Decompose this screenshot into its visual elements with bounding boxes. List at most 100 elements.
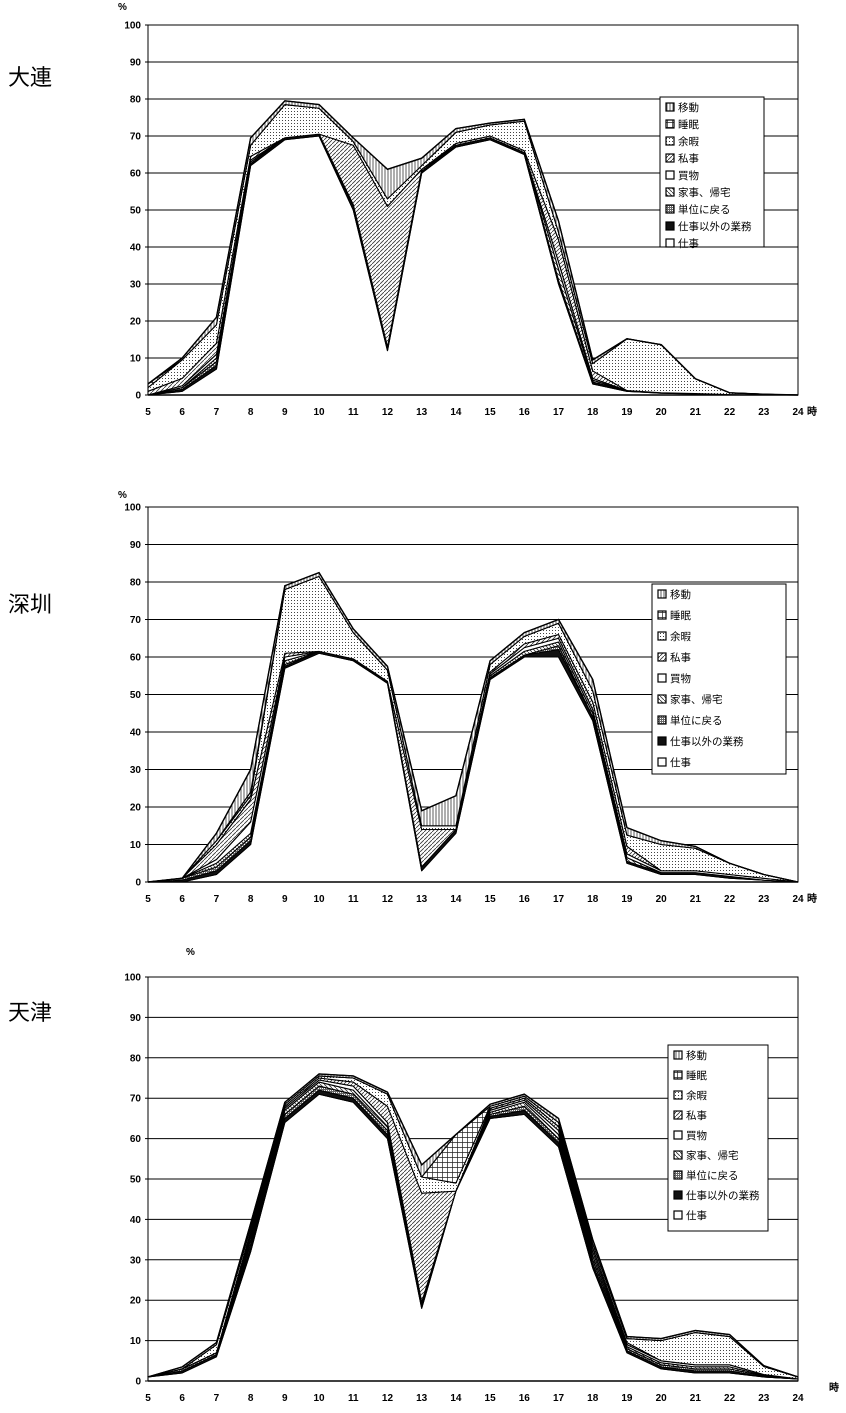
legend-swatch (657, 652, 667, 662)
legend-swatch (673, 1090, 683, 1100)
legend-swatch (657, 610, 667, 620)
x-tick-label: 10 (313, 894, 325, 905)
x-tick-label: 13 (416, 894, 428, 905)
y-tick-label: 40 (130, 728, 142, 739)
x-tick-label: 5 (145, 1393, 151, 1404)
legend-swatch (657, 694, 667, 704)
x-tick-label: 15 (485, 894, 497, 905)
y-tick-label: 20 (130, 803, 142, 814)
y-tick-label: 70 (130, 132, 142, 143)
legend-label: 仕事 (686, 1209, 707, 1222)
x-tick-label: 13 (416, 1393, 428, 1404)
legend-swatch (673, 1190, 683, 1200)
legend-swatch (673, 1130, 683, 1140)
legend-swatch (665, 136, 675, 146)
legend-label: 仕事以外の業務 (678, 220, 752, 233)
legend-label: 買物 (678, 169, 699, 182)
y-tick-label: 30 (130, 1255, 142, 1266)
city-label-dalian: 大連 (8, 66, 52, 91)
x-tick-label: 22 (724, 407, 736, 418)
x-tick-label: 9 (282, 407, 288, 418)
x-tick-label: 17 (553, 894, 565, 905)
x-tick-label: 24 (792, 894, 804, 905)
legend-label: 買物 (686, 1129, 707, 1142)
x-tick-label: 11 (348, 407, 359, 418)
legend-swatch (665, 204, 675, 214)
chart-shenzhen: 深圳 % 0 10 20 30 40 50 60 70 80 90 100 5 6 7 8 9 10 11 12 13… (8, 490, 817, 905)
x-tick-label: 9 (282, 1393, 288, 1404)
legend-label: 単位に戻る (686, 1169, 739, 1182)
legend-label: 移動 (678, 101, 699, 114)
legend-label: 余暇 (670, 630, 691, 643)
legend-swatch (657, 757, 667, 767)
hour-unit: 時 (829, 1381, 839, 1394)
y-tick-label: 80 (130, 1053, 142, 1064)
y-tick-label: 10 (130, 840, 142, 851)
legend-label: 仕事 (678, 237, 699, 250)
legend-swatch (657, 589, 667, 599)
legend-swatch (673, 1050, 683, 1060)
legend-label: 私事 (678, 152, 699, 165)
x-tick-label: 20 (656, 1393, 668, 1404)
x-tick-label: 23 (758, 407, 770, 418)
legend-swatch (665, 102, 675, 112)
y-tick-label: 40 (130, 1215, 142, 1226)
x-tick-label: 23 (758, 1393, 770, 1404)
x-tick-label: 5 (145, 407, 151, 418)
legend-label: 家事、帰宅 (686, 1149, 739, 1162)
legend-label: 私事 (686, 1109, 707, 1122)
y-tick-label: 80 (130, 95, 142, 106)
legend-swatch (657, 736, 667, 746)
legend-swatch (665, 170, 675, 180)
x-tick-label: 20 (656, 894, 668, 905)
x-tick-label: 12 (382, 407, 394, 418)
x-tick-label: 15 (485, 407, 497, 418)
y-tick-label: 90 (130, 540, 142, 551)
y-tick-label: 20 (130, 317, 142, 328)
x-tick-label: 20 (656, 407, 668, 418)
y-tick-label: 60 (130, 653, 142, 664)
legend-swatch (673, 1110, 683, 1120)
legend-label: 移動 (686, 1049, 707, 1062)
legend-label: 私事 (670, 651, 691, 664)
x-tick-label: 16 (519, 894, 531, 905)
x-tick-label: 21 (690, 1393, 702, 1404)
y-tick-label: 60 (130, 169, 142, 180)
percent-unit: % (118, 490, 127, 501)
total-line (147, 1073, 799, 1378)
total-line (147, 100, 799, 396)
x-tick-label: 18 (587, 407, 599, 418)
x-tick-label: 14 (450, 1393, 462, 1404)
x-tick-label: 8 (248, 407, 254, 418)
x-tick-label: 5 (145, 894, 151, 905)
y-tick-label: 50 (130, 1175, 142, 1186)
chart-dalian: 大連 % 0 10 20 30 40 50 60 70 80 90 100 5 6 7 8 9 10 11 12 13… (8, 2, 817, 418)
hour-unit: 時 (807, 405, 817, 418)
x-tick-label: 22 (724, 1393, 736, 1404)
legend-swatch (673, 1170, 683, 1180)
x-tick-label: 15 (485, 1393, 497, 1404)
y-tick-label: 70 (130, 1094, 142, 1105)
x-tick-label: 9 (282, 894, 288, 905)
x-tick-label: 17 (553, 1393, 565, 1404)
y-tick-label: 70 (130, 615, 142, 626)
percent-unit: % (186, 947, 195, 958)
x-tick-label: 23 (758, 894, 770, 905)
legend-label: 移動 (670, 588, 691, 601)
legend-label: 睡眠 (686, 1069, 707, 1082)
legend-swatch (665, 119, 675, 129)
y-tick-label: 10 (130, 1336, 142, 1347)
x-tick-label: 18 (587, 1393, 599, 1404)
y-tick-label: 20 (130, 1296, 142, 1307)
legend-swatch (657, 673, 667, 683)
y-tick-label: 50 (130, 206, 142, 217)
x-tick-label: 16 (519, 407, 531, 418)
x-tick-label: 12 (382, 894, 394, 905)
y-tick-label: 40 (130, 243, 142, 254)
legend-label: 睡眠 (670, 609, 691, 622)
x-tick-label: 19 (621, 894, 633, 905)
x-tick-label: 8 (248, 894, 254, 905)
x-tick-label: 12 (382, 1393, 394, 1404)
